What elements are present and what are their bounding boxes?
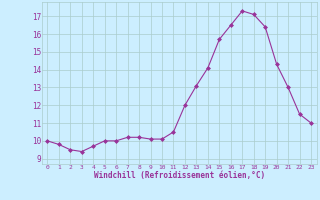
X-axis label: Windchill (Refroidissement éolien,°C): Windchill (Refroidissement éolien,°C) bbox=[94, 171, 265, 180]
